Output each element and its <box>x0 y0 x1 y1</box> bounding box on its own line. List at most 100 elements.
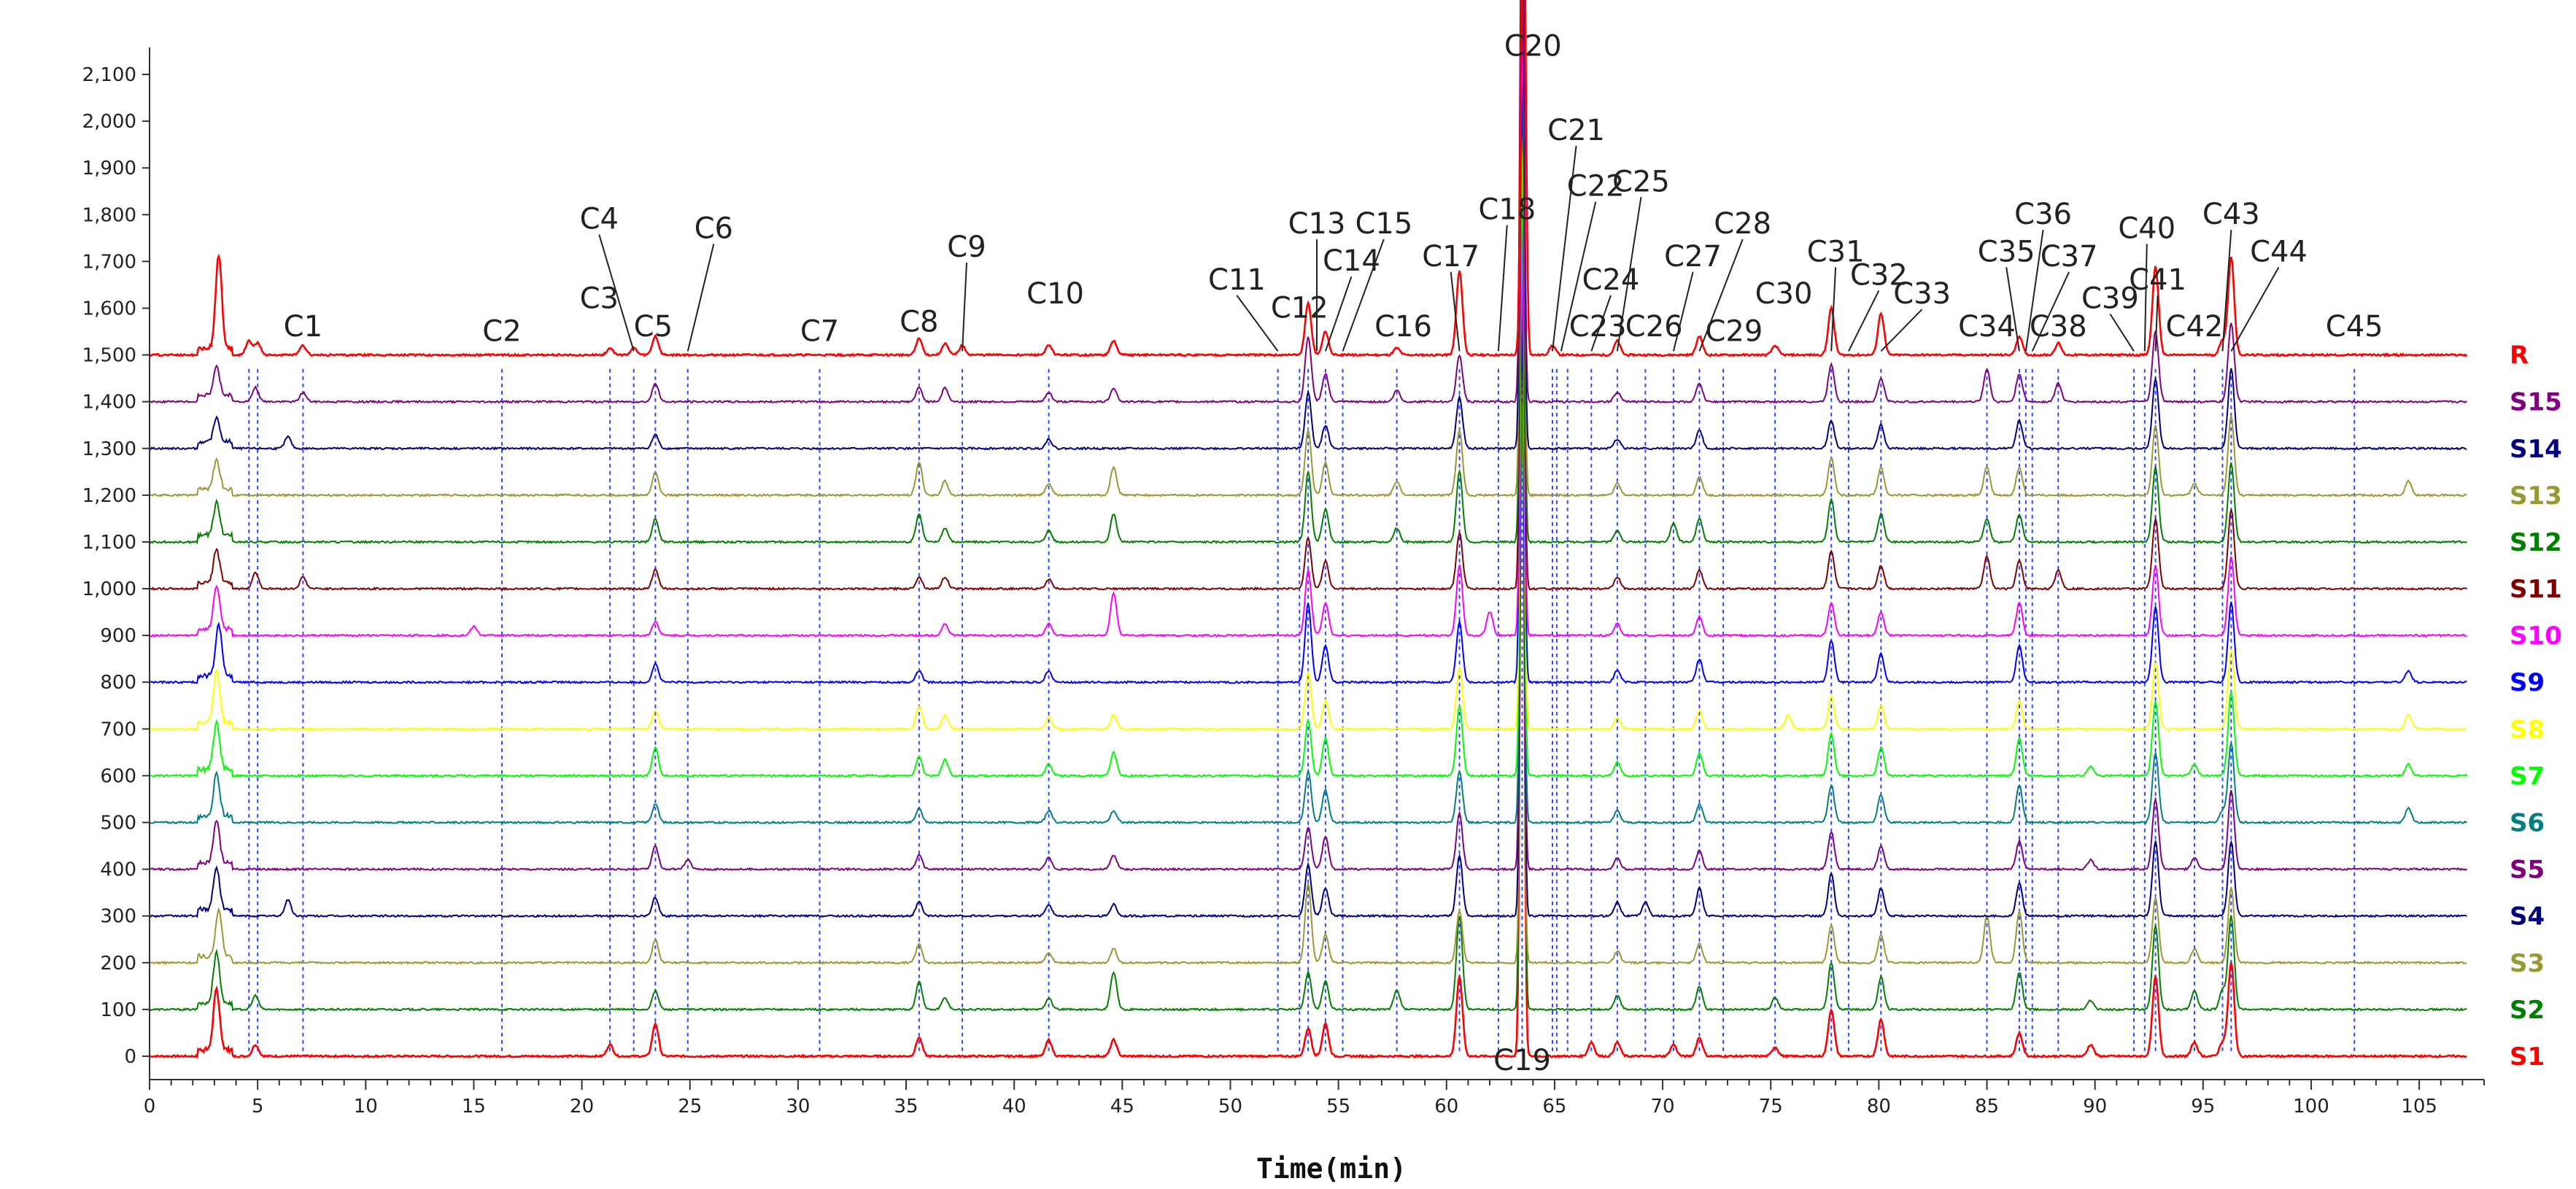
peak-leader-line <box>2109 313 2135 352</box>
peak-label: C4 <box>580 203 619 236</box>
peak-label: C33 <box>1893 277 1951 311</box>
trace-S1 <box>149 262 2467 1059</box>
x-axis-title: Time(min) <box>1256 1153 1407 1185</box>
peak-leader-line <box>1880 309 1923 352</box>
peak-label: C40 <box>2118 212 2175 245</box>
peak-label: C5 <box>634 310 673 344</box>
peak-leader-line <box>686 244 715 352</box>
peak-leader-line <box>1324 276 1353 352</box>
sample-label: S10 <box>2510 621 2562 651</box>
trace-S8 <box>149 120 2467 732</box>
peak-leader-line <box>1616 197 1642 352</box>
peak-label: C35 <box>1978 235 2035 268</box>
peak-leader-line <box>1830 267 1837 352</box>
peak-leader-line <box>1236 295 1279 352</box>
x-tick-label: 30 <box>786 1096 810 1118</box>
peak-leader-line <box>2031 271 2070 352</box>
peak-label: C24 <box>1582 263 1640 297</box>
sample-label: S2 <box>2510 996 2545 1025</box>
y-tick-label: 900 <box>100 625 136 647</box>
y-tick-label: 400 <box>100 859 136 881</box>
y-tick-label: 1,500 <box>82 345 136 367</box>
peak-leader-line <box>1450 271 1461 352</box>
peak-label: C25 <box>1612 165 1670 198</box>
x-tick-label: 80 <box>1867 1096 1891 1118</box>
peak-label: C19 <box>1493 1044 1551 1077</box>
peak-leader-line <box>1560 201 1597 352</box>
x-tick-label: 85 <box>1975 1096 1999 1118</box>
peak-label: C22 <box>1567 170 1625 204</box>
y-tick-label: 1,000 <box>82 578 136 600</box>
y-tick-label: 2,000 <box>82 111 136 133</box>
x-tick-label: 35 <box>894 1096 918 1118</box>
peak-leader-line <box>1551 145 1577 352</box>
peak-label: C34 <box>1958 310 2016 344</box>
x-tick-label: 90 <box>2083 1096 2107 1118</box>
peak-label: C32 <box>1850 258 1908 292</box>
peak-label: C37 <box>2041 240 2098 274</box>
y-tick-label: 1,200 <box>82 485 136 507</box>
peak-leader-line <box>2154 295 2159 352</box>
peak-label: C14 <box>1323 244 1380 278</box>
trace-S6 <box>149 214 2467 825</box>
sample-label: S14 <box>2510 435 2562 464</box>
y-tick-label: 0 <box>124 1046 136 1068</box>
y-tick-label: 700 <box>100 719 136 740</box>
peak-label: C41 <box>2129 263 2186 297</box>
x-tick-label: 95 <box>2191 1096 2215 1118</box>
peak-label: C12 <box>1271 291 1328 325</box>
peak-label: C27 <box>1664 240 1722 274</box>
x-tick-label: 40 <box>1002 1096 1026 1118</box>
x-tick-label: 15 <box>462 1096 486 1118</box>
x-tick-label: 5 <box>252 1096 264 1118</box>
peak-leader-line <box>2221 230 2232 352</box>
peak-label: C16 <box>1374 310 1432 344</box>
sample-label: S13 <box>2510 481 2562 511</box>
y-tick-label: 1,100 <box>82 532 136 554</box>
x-tick-label: 55 <box>1326 1096 1350 1118</box>
y-tick-label: 1,600 <box>82 298 136 320</box>
sample-label: S5 <box>2510 856 2545 885</box>
x-tick-label: 105 <box>2401 1096 2437 1118</box>
peak-leader-line <box>598 234 635 352</box>
peak-label: C29 <box>1705 314 1763 348</box>
peak-label: C6 <box>695 212 733 245</box>
peak-leader-line <box>962 262 967 352</box>
x-tick-label: 45 <box>1110 1096 1134 1118</box>
x-tick-label: 100 <box>2293 1096 2329 1118</box>
y-tick-label: 1,800 <box>82 204 136 226</box>
sample-labels: S1 S2 S3 S4 S5 S6 S7 S8 S9 S10 S11 S12 S13 S14 S15 R <box>2510 341 2562 1072</box>
peak-label: C23 <box>1569 310 1627 344</box>
peak-label: C3 <box>580 282 619 316</box>
peak-leader-line <box>1497 225 1508 352</box>
sample-label: S6 <box>2510 809 2545 838</box>
peak-label: C42 <box>2166 310 2224 344</box>
peak-label: C2 <box>482 314 521 348</box>
y-tick-label: 2,100 <box>82 64 136 86</box>
peak-label: C38 <box>2030 310 2087 344</box>
y-tick-label: 300 <box>100 906 136 928</box>
y-tick-label: 1,400 <box>82 392 136 414</box>
trace-S9 <box>149 74 2467 685</box>
peak-leader-line <box>1698 239 1744 352</box>
x-tick-label: 25 <box>678 1096 702 1118</box>
trace-S14 <box>149 0 2467 451</box>
peak-label: C30 <box>1755 277 1813 311</box>
trace-S12 <box>149 0 2467 545</box>
trace-S5 <box>149 260 2467 872</box>
peak-label: C10 <box>1026 277 1084 311</box>
peak-leader-line <box>2143 244 2148 352</box>
trace-S13 <box>149 0 2467 498</box>
peak-label: C36 <box>2014 198 2072 231</box>
peak-label: C13 <box>1288 207 1346 241</box>
peak-label: C26 <box>1625 310 1683 344</box>
y-tick-label: 1,900 <box>82 158 136 179</box>
sample-label: S9 <box>2510 668 2545 697</box>
sample-label: S15 <box>2510 388 2562 417</box>
peak-label: C15 <box>1355 207 1412 241</box>
x-tick-label: 70 <box>1651 1096 1675 1118</box>
peak-label: C39 <box>2081 282 2139 316</box>
